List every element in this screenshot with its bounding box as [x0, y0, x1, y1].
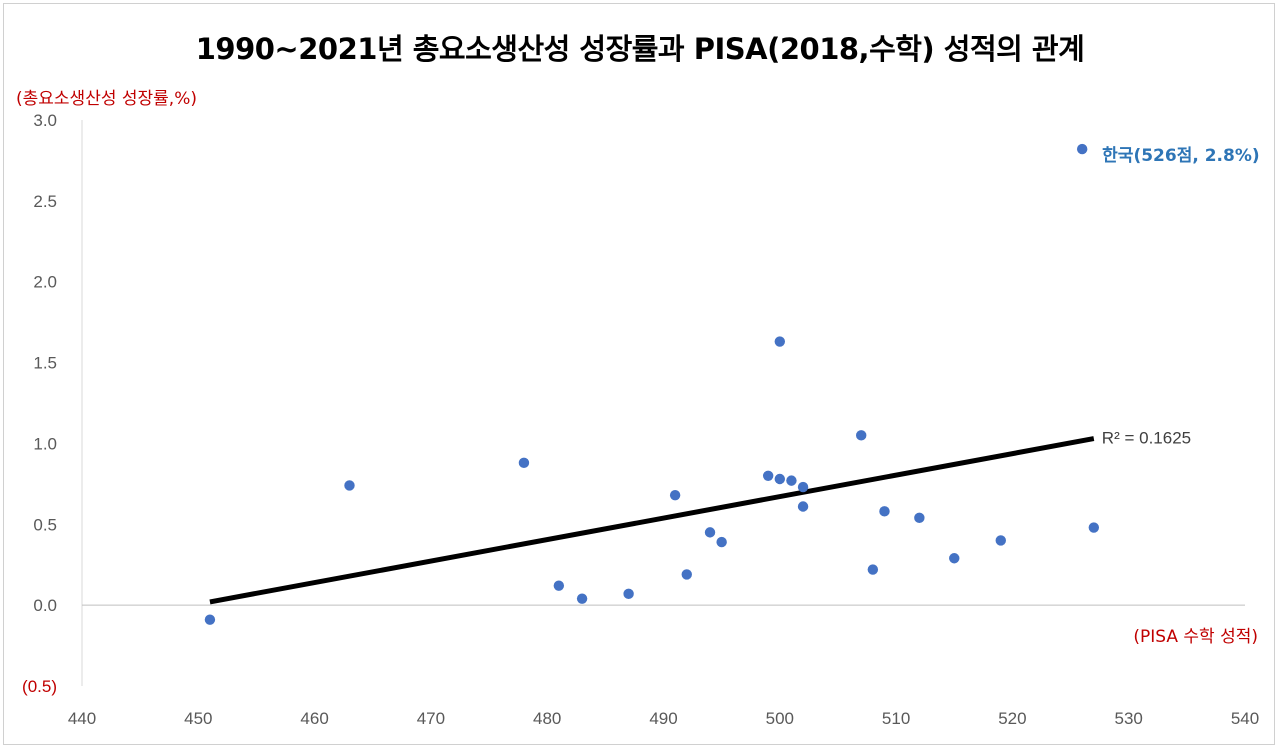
data-point [995, 535, 1006, 546]
data-point [576, 593, 588, 604]
x-tick-label: 480 [533, 709, 561, 728]
x-tick-label: 440 [68, 709, 96, 728]
data-point [1088, 522, 1100, 533]
data-point [879, 506, 890, 517]
data-point [949, 553, 960, 564]
y-tick-label: (0.5) [22, 677, 57, 696]
x-tick-label: 510 [882, 709, 910, 728]
data-point [704, 527, 716, 538]
chart-frame [3, 3, 1275, 745]
x-tick-label: 530 [1115, 709, 1143, 728]
data-point [774, 473, 785, 485]
data-point [867, 564, 879, 575]
chart-title: 1990~2021년 총요소생산성 성장률과 PISA(2018,수학) 성적의… [195, 32, 1085, 66]
data-point [797, 481, 809, 493]
data-point [914, 512, 925, 524]
x-tick-label: 450 [184, 709, 212, 728]
y-tick-label: 2.0 [33, 273, 57, 292]
trendline [209, 436, 1095, 605]
x-tick-label: 470 [417, 709, 445, 728]
x-tick-label: 540 [1231, 709, 1259, 728]
data-point [774, 336, 785, 347]
y-tick-label: 0.5 [33, 515, 57, 534]
data-point [1076, 143, 1088, 155]
korea-annotation: 한국(526점, 2.8%) [1102, 146, 1259, 166]
y-axis-label: (총요소생산성 성장률,%) [16, 89, 197, 109]
x-tick-label: 460 [300, 709, 328, 728]
y-tick-label: 1.0 [33, 434, 57, 453]
data-point [344, 480, 355, 491]
data-point [762, 470, 774, 481]
data-point [797, 501, 809, 512]
data-point [681, 569, 692, 580]
data-point [204, 614, 216, 625]
data-point [856, 430, 867, 441]
data-point [623, 588, 634, 600]
y-tick-label: 3.0 [33, 111, 57, 130]
x-tick-label: 520 [998, 709, 1026, 728]
data-point [518, 457, 530, 469]
y-tick-label: 0.0 [33, 596, 57, 615]
data-point [786, 475, 797, 486]
x-tick-label: 500 [766, 709, 794, 728]
data-point [716, 536, 727, 548]
x-axis-label: (PISA 수학 성적) [1133, 627, 1258, 647]
data-point [553, 580, 565, 591]
y-tick-label: 1.5 [33, 354, 57, 373]
y-tick-label: 2.5 [33, 192, 57, 211]
x-tick-label: 490 [649, 709, 677, 728]
r-squared-label: R² = 0.1625 [1102, 429, 1191, 448]
data-point [669, 489, 681, 501]
